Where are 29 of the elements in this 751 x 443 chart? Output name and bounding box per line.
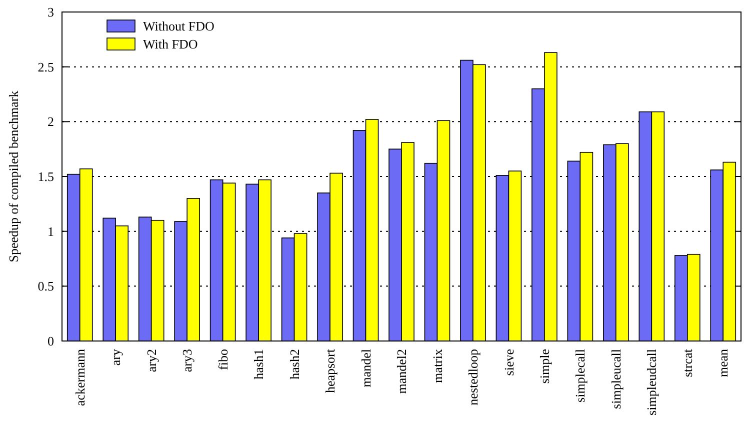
y-tick-label: 1.5 [38,169,54,184]
x-tick-label: mandel [358,348,374,388]
x-tick-label: nestedloop [466,349,481,406]
y-tick-label: 0 [48,334,54,349]
y-axis-title: Speedup of compiled benchmark [6,90,21,262]
x-tick-label: simple [536,348,552,384]
legend-label: Without FDO [143,18,214,34]
legend-label: With FDO [143,36,198,52]
x-tick-label: heapsort [322,348,338,394]
x-tick-label: simpleucall [608,348,624,409]
x-tick-label: mandel2 [394,349,410,394]
x-tick-label: ary2 [144,349,159,372]
x-tick-label: mean [716,348,731,378]
y-tick-label: 3 [48,4,54,20]
x-tick-label: hash2 [286,349,302,380]
x-tick-label: ary [108,348,124,366]
x-tick-label: fibo [215,349,230,370]
y-tick-label: 1 [48,224,54,239]
x-tick-label: simpleudcall [644,348,660,416]
y-tick-label: 0.5 [38,278,54,294]
x-tick-label: ary3 [180,349,195,372]
x-tick-label: matrix [430,348,445,383]
x-tick-label: ackermann [72,348,88,406]
x-tick-label: strcat [680,348,695,378]
x-tick-label: simplecall [572,348,588,402]
y-tick-label: 2.5 [38,59,54,74]
y-tick-label: 2 [48,114,54,130]
x-tick-label: sieve [501,348,516,376]
x-tick-label: hash1 [251,349,266,380]
